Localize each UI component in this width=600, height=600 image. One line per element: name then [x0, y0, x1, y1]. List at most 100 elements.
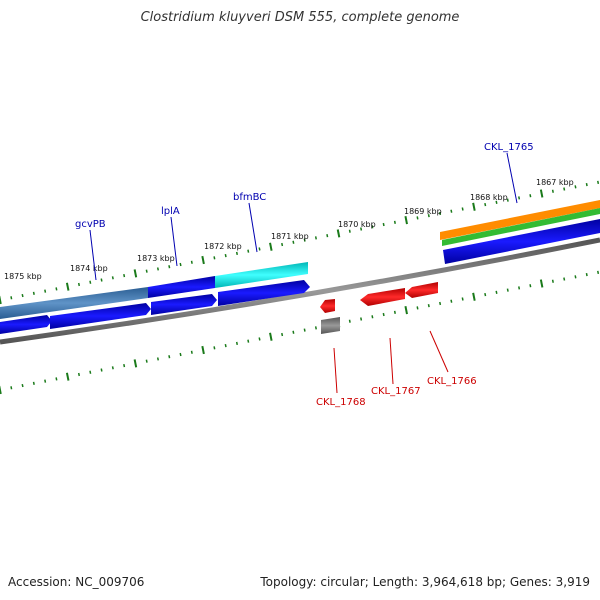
scale-tick: [21, 293, 24, 298]
gene-arrow-forward: [0, 315, 52, 334]
scale-tick: [495, 200, 498, 204]
scale-tick: [281, 332, 284, 337]
tick-label: 1867 kbp: [536, 178, 574, 187]
steelblue-band: [0, 287, 148, 319]
scale-tick: [10, 386, 13, 390]
forward-genes: [0, 219, 600, 334]
scale-tick: [213, 256, 216, 260]
scale-tick: [77, 282, 81, 287]
scale-tick: [382, 222, 385, 227]
scale-tick: [439, 301, 442, 306]
scale-tick: [269, 332, 273, 341]
scale-tick: [439, 211, 442, 216]
scale-tick: [247, 249, 250, 253]
scale-tick: [382, 312, 385, 317]
scale-tick: [123, 273, 126, 278]
scale-tick: [518, 196, 521, 200]
tick-label: 1869 kbp: [404, 207, 442, 216]
orange-band: [440, 200, 600, 240]
scale-tick: [89, 280, 92, 284]
reverse-genes: [320, 282, 438, 334]
scale-tick: [314, 326, 317, 330]
map-title: Clostridium kluyveri DSM 555, complete g…: [140, 10, 460, 25]
scale-tick: [247, 339, 250, 343]
scale-tick: [393, 310, 396, 314]
scale-tick: [461, 297, 464, 301]
scale-tick: [65, 372, 70, 381]
scale-tick: [539, 279, 544, 288]
scale-tick: [427, 304, 430, 308]
label-leaders: [89, 152, 518, 394]
scale-tick: [32, 381, 35, 385]
scale-tick: [574, 185, 577, 189]
scale-tick: [281, 242, 284, 247]
scale-tick: [404, 215, 408, 225]
cyan-band: [215, 262, 308, 288]
topology-label: Topology: circular; Length: 3,964,618 bp…: [260, 575, 590, 589]
scale-tick: [55, 287, 58, 291]
scale-tick: [326, 234, 329, 238]
scale-tick: [348, 319, 351, 323]
scale-tick: [518, 286, 521, 290]
scale-tick: [21, 383, 24, 388]
tick-labels: 1875 kbp 1874 kbp 1873 kbp 1872 kbp 1871…: [4, 178, 574, 281]
scale-tick: [168, 265, 171, 269]
scale-tick: [111, 366, 114, 370]
scale-tick: [450, 299, 453, 303]
scale-tick: [484, 202, 487, 207]
accession-label: Accession: NC_009706: [8, 575, 145, 589]
scale-tick: [574, 275, 577, 279]
scale-tick: [44, 289, 47, 293]
blue-band: [148, 276, 215, 298]
gene-label-bfmBC: bfmBC: [233, 192, 266, 203]
tick-label: 1874 kbp: [70, 264, 108, 273]
green-band: [442, 208, 600, 246]
scale-tick: [336, 229, 341, 238]
inner-tick-track: [0, 270, 600, 395]
gene-label-gcvPB: gcvPB: [75, 219, 106, 230]
scale-tick: [224, 254, 227, 258]
scale-tick: [100, 278, 103, 282]
tick-label: 1870 kbp: [338, 220, 376, 229]
scale-tick: [495, 290, 498, 294]
scale-tick: [190, 350, 193, 354]
gene-label-CKL_1768: CKL_1768: [316, 397, 366, 408]
scale-tick: [292, 240, 295, 244]
scale-tick: [44, 379, 47, 383]
scale-tick: [472, 202, 476, 211]
scale-tick: [360, 227, 363, 231]
scale-tick: [450, 209, 453, 213]
scale-tick: [0, 385, 2, 395]
scale-tick: [179, 352, 182, 357]
gene-arrow-forward: [443, 219, 600, 264]
scale-tick: [484, 292, 487, 297]
scale-tick: [156, 357, 159, 361]
scale-tick: [303, 238, 306, 242]
scale-tick: [529, 194, 532, 198]
scale-tick: [563, 187, 566, 191]
scale-tick: [123, 363, 126, 368]
scale-tick: [111, 276, 114, 280]
scale-tick: [416, 306, 419, 310]
scale-tick: [506, 198, 509, 202]
outer-tick-track: [0, 180, 600, 305]
tick-label: 1875 kbp: [4, 272, 42, 281]
scale-tick: [314, 236, 317, 240]
gene-arrow-reverse: [360, 288, 405, 306]
gene-arrow-forward: [218, 280, 310, 306]
scale-tick: [190, 260, 193, 264]
gene-arrow-forward: [151, 294, 217, 315]
scale-tick: [427, 214, 430, 218]
gene-label-CKL_1766: CKL_1766: [427, 376, 477, 387]
scale-tick: [201, 255, 205, 265]
backbone: [0, 237, 600, 345]
scale-tick: [89, 370, 92, 374]
scale-tick: [145, 359, 148, 363]
scale-tick: [461, 207, 464, 211]
tick-label: 1868 kbp: [470, 193, 508, 202]
tick-label: 1872 kbp: [204, 242, 242, 251]
scale-tick: [292, 330, 295, 334]
scale-tick: [597, 180, 600, 185]
scale-tick: [133, 269, 138, 278]
scale-tick: [235, 341, 238, 346]
